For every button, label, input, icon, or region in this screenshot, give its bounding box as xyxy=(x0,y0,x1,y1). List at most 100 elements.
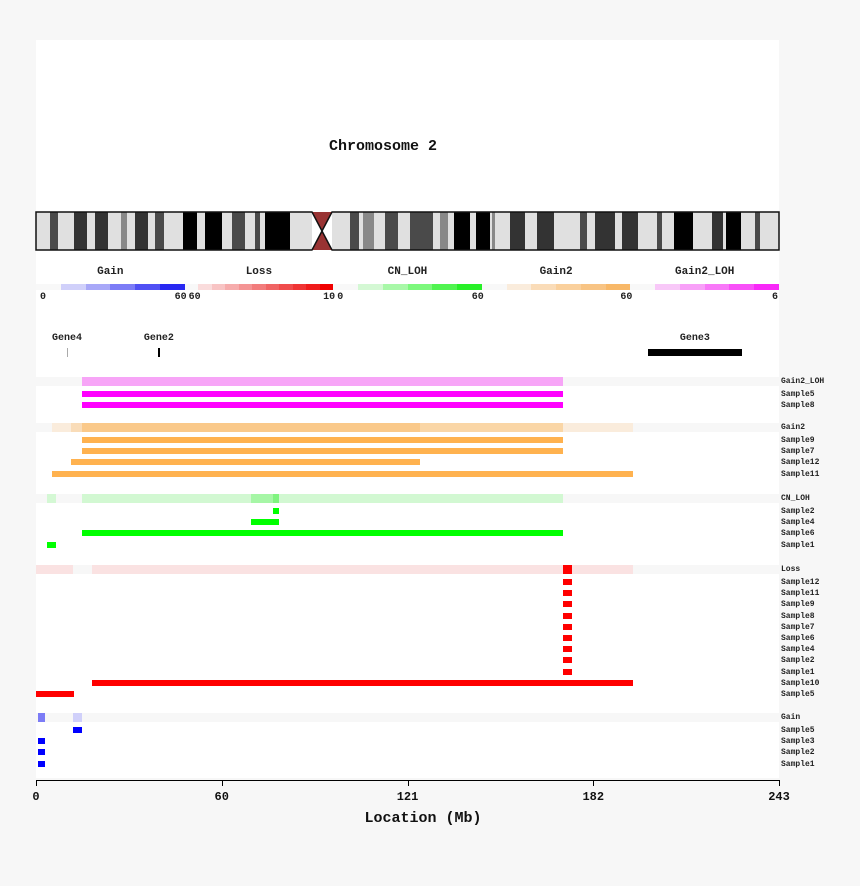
x-tick-mark xyxy=(779,780,780,786)
track-label-loss: Loss xyxy=(781,565,801,574)
sample-segment xyxy=(562,612,572,619)
sample-label: Sample1 xyxy=(781,540,815,550)
legend-swatch xyxy=(704,284,730,290)
cytoband xyxy=(135,212,148,250)
gene-bar xyxy=(66,348,68,357)
legend-swatch xyxy=(225,284,240,290)
cytoband xyxy=(674,212,693,250)
sample-segment xyxy=(562,579,572,585)
cytoband xyxy=(510,212,525,250)
legend-max: 60 xyxy=(620,292,633,303)
track-label-gain2-loh: Gain2_LOH xyxy=(781,377,825,386)
sample-segment xyxy=(250,519,280,526)
track-label-cn-loh: CN_LOH xyxy=(781,494,810,503)
legend-swatch xyxy=(630,284,656,290)
legend-swatch xyxy=(238,284,253,290)
legend-swatch xyxy=(292,284,307,290)
legend-swatch xyxy=(729,284,755,290)
sample-label: Sample4 xyxy=(781,518,815,528)
legend-swatch xyxy=(357,284,384,290)
sample-segment xyxy=(562,601,572,608)
legend-swatch xyxy=(481,284,508,290)
sample-label: Sample5 xyxy=(781,690,815,699)
cytoband xyxy=(476,212,490,250)
sample-label: Sample11 xyxy=(781,469,820,479)
legend-max: 60 xyxy=(471,292,484,303)
sample-label: Sample6 xyxy=(781,529,815,539)
sample-label: Sample5 xyxy=(781,390,815,399)
x-tick-mark xyxy=(407,780,409,786)
sample-segment xyxy=(36,691,74,697)
legend-swatch xyxy=(556,284,582,290)
track-summary-segment xyxy=(38,713,45,722)
sample-label: Sample4 xyxy=(781,645,815,655)
cytoband xyxy=(440,212,448,250)
track-summary-segment xyxy=(82,377,563,386)
legend-min: 0 xyxy=(337,292,344,303)
legend-min: 0 xyxy=(40,292,47,303)
gene-label: Gene4 xyxy=(52,333,83,344)
sample-label: Sample6 xyxy=(781,634,815,643)
chart-title: Chromosome 2 xyxy=(328,138,438,155)
legend-label-gain: Gain xyxy=(97,266,124,278)
track-summary-segment xyxy=(250,494,273,503)
sample-segment xyxy=(82,437,563,443)
track-summary-segment xyxy=(36,565,73,574)
legend-swatch xyxy=(36,284,62,290)
cytoband xyxy=(410,212,433,250)
sample-label: Sample2 xyxy=(781,748,815,758)
legend-swatch xyxy=(432,284,458,290)
sample-segment xyxy=(562,668,572,675)
sample-segment xyxy=(70,459,421,466)
cytoband xyxy=(205,212,222,250)
gene-bar xyxy=(158,348,160,357)
sample-segment xyxy=(38,738,45,745)
cytoband xyxy=(622,212,638,250)
sample-segment xyxy=(91,679,633,686)
track-summary-segment xyxy=(51,423,71,432)
sample-segment xyxy=(562,590,572,597)
cytoband xyxy=(657,212,662,250)
gene-bar xyxy=(647,349,743,356)
legend-label-cn-loh: CN_LOH xyxy=(387,266,428,278)
sample-label: Sample1 xyxy=(781,759,815,769)
track-summary-segment xyxy=(82,494,251,503)
legend-swatch xyxy=(319,284,334,290)
cytoband xyxy=(492,212,495,250)
cytoband xyxy=(385,212,398,250)
sample-label: Sample10 xyxy=(781,678,820,688)
x-tick-mark xyxy=(36,780,37,786)
track-summary-segment xyxy=(47,494,56,503)
sample-label: Sample2 xyxy=(781,507,815,516)
sample-segment xyxy=(51,470,633,477)
sample-label: Sample11 xyxy=(781,589,820,599)
legend-swatch xyxy=(265,284,280,290)
cytoband xyxy=(74,212,87,250)
track-summary-segment xyxy=(272,494,280,503)
x-tick-mark xyxy=(593,780,595,786)
legend-label-loss: Loss xyxy=(245,266,273,278)
sample-segment xyxy=(38,749,45,756)
sample-segment xyxy=(82,448,563,455)
x-tick-label: 60 xyxy=(214,790,229,804)
legend-swatch xyxy=(306,284,321,290)
track-summary-segment xyxy=(91,565,563,574)
track-summary-segment xyxy=(82,423,421,432)
legend-swatch xyxy=(333,284,359,290)
cytoband xyxy=(95,212,108,250)
x-tick-label: 243 xyxy=(768,790,790,804)
cytoband xyxy=(580,212,587,250)
legend-swatch xyxy=(211,284,226,290)
legend-swatch xyxy=(110,284,136,290)
sample-segment xyxy=(82,530,563,537)
track-summary-segment xyxy=(70,423,83,432)
sample-segment xyxy=(562,635,572,641)
cytoband xyxy=(595,212,615,250)
legend-swatch xyxy=(580,284,607,290)
gene-label: Gene3 xyxy=(679,333,710,344)
track-summary-segment xyxy=(420,423,563,432)
legend-swatch xyxy=(605,284,631,290)
track-label-gain2: Gain2 xyxy=(781,423,806,432)
track-summary-segment xyxy=(279,494,563,503)
sample-label: Sample5 xyxy=(781,726,815,735)
